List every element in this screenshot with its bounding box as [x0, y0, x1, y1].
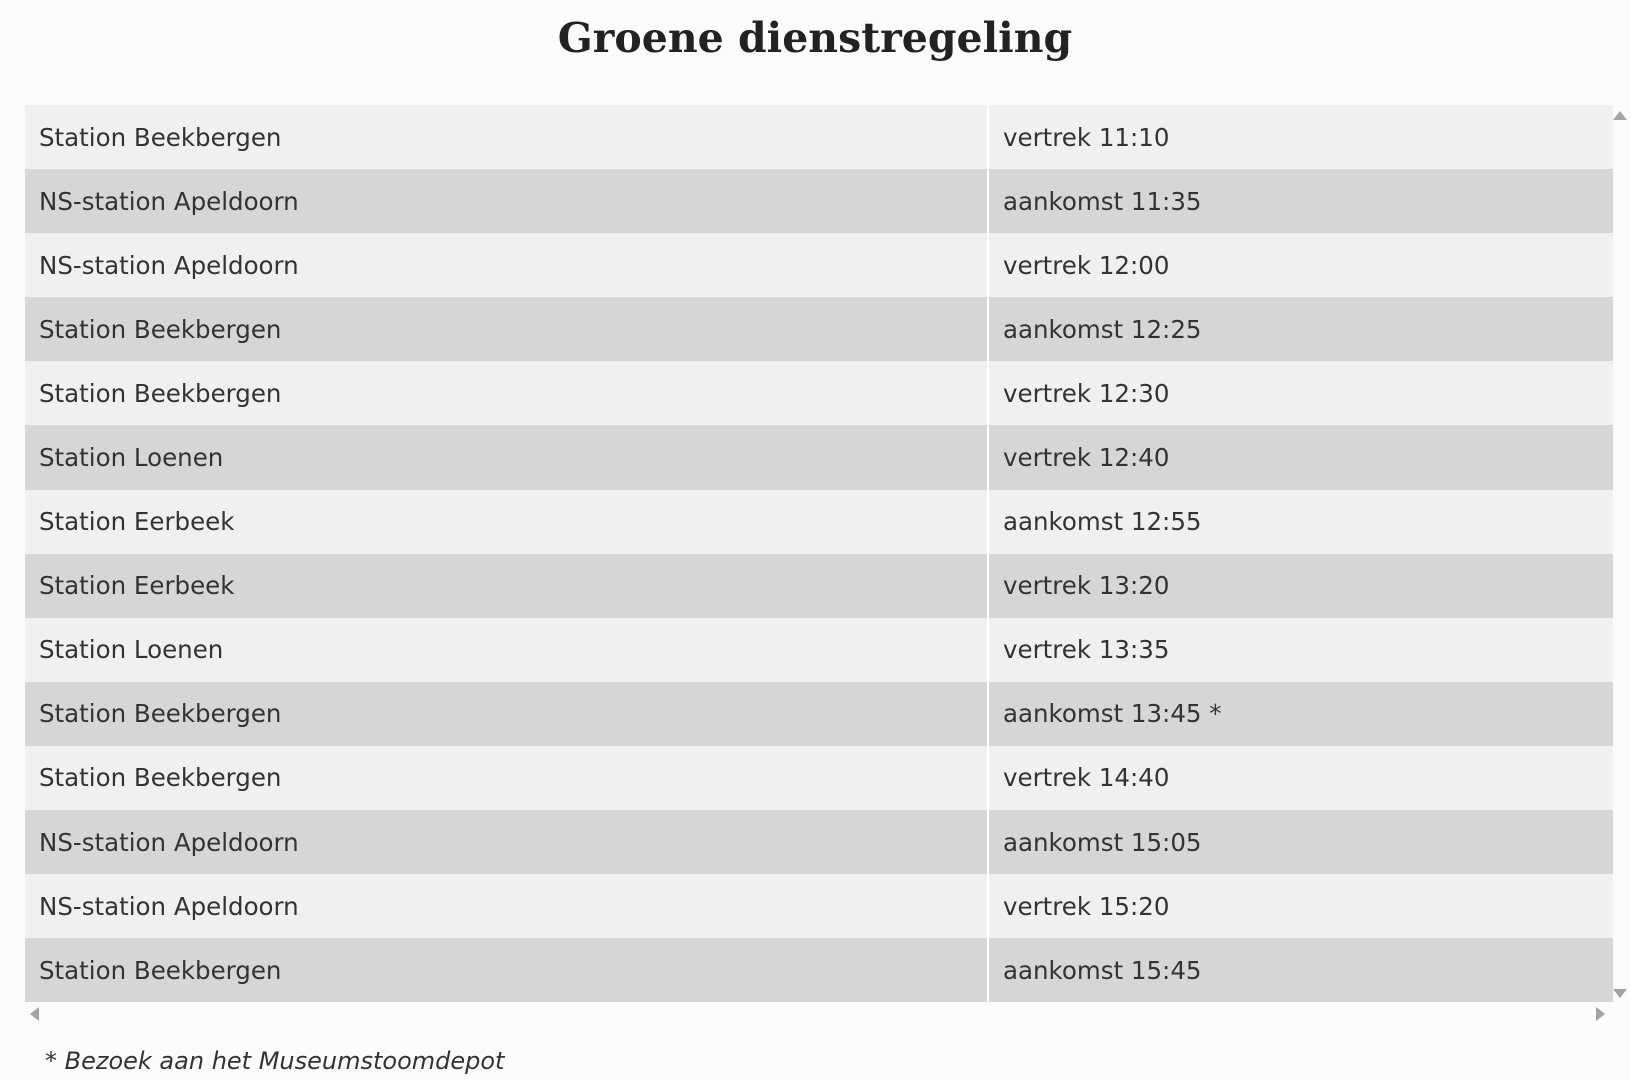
- table-row: Station Beekbergen aankomst 15:45: [25, 938, 1613, 1003]
- scroll-left-arrow-icon[interactable]: [30, 1007, 39, 1021]
- station-cell: NS-station Apeldoorn: [25, 233, 989, 298]
- table-row: Station Beekbergen vertrek 12:30: [25, 361, 1613, 426]
- time-cell: vertrek 13:20: [988, 553, 1613, 618]
- footnote: * Bezoek aan het Museumstoomdepot: [45, 1047, 505, 1075]
- station-cell: Station Beekbergen: [25, 745, 989, 811]
- table-row: NS-station Apeldoorn vertrek 15:20: [25, 874, 1613, 939]
- table-row: Station Beekbergen aankomst 13:45 *: [25, 681, 1613, 746]
- time-cell: aankomst 11:35: [988, 169, 1613, 234]
- station-cell: Station Eerbeek: [25, 553, 989, 618]
- time-cell: aankomst 12:25: [988, 297, 1613, 362]
- table-row: Station Beekbergen aankomst 12:25: [25, 297, 1613, 362]
- table-row: Station Beekbergen vertrek 14:40: [25, 745, 1613, 811]
- time-cell: vertrek 14:40: [988, 745, 1613, 811]
- scroll-right-arrow-icon[interactable]: [1596, 1007, 1605, 1021]
- time-cell: vertrek 15:20: [988, 874, 1613, 939]
- timetable-body: Station Beekbergen vertrek 11:10 NS-stat…: [25, 105, 1613, 1003]
- timetable-table: Station Beekbergen vertrek 11:10 NS-stat…: [25, 105, 1613, 1003]
- station-cell: Station Loenen: [25, 617, 989, 682]
- table-row: NS-station Apeldoorn vertrek 12:00: [25, 233, 1613, 298]
- time-cell: aankomst 15:05: [988, 810, 1613, 875]
- table-row: Station Eerbeek aankomst 12:55: [25, 489, 1613, 554]
- table-row: NS-station Apeldoorn aankomst 15:05: [25, 810, 1613, 875]
- time-cell: aankomst 13:45 *: [988, 681, 1613, 746]
- station-cell: Station Loenen: [25, 425, 989, 490]
- station-cell: NS-station Apeldoorn: [25, 169, 989, 234]
- time-cell: vertrek 11:10: [988, 105, 1613, 170]
- station-cell: Station Beekbergen: [25, 361, 989, 426]
- table-row: NS-station Apeldoorn aankomst 11:35: [25, 169, 1613, 234]
- time-cell: vertrek 13:35: [988, 617, 1613, 682]
- table-row: Station Loenen vertrek 13:35: [25, 617, 1613, 682]
- table-row: Station Eerbeek vertrek 13:20: [25, 553, 1613, 618]
- time-cell: aankomst 15:45: [988, 938, 1613, 1003]
- station-cell: Station Beekbergen: [25, 297, 989, 362]
- station-cell: Station Beekbergen: [25, 681, 989, 746]
- station-cell: NS-station Apeldoorn: [25, 874, 989, 939]
- table-row: Station Loenen vertrek 12:40: [25, 425, 1613, 490]
- timetable-scroll-container[interactable]: Station Beekbergen vertrek 11:10 NS-stat…: [25, 105, 1613, 1003]
- time-cell: vertrek 12:00: [988, 233, 1613, 298]
- scroll-up-arrow-icon[interactable]: [1613, 111, 1627, 120]
- station-cell: NS-station Apeldoorn: [25, 810, 989, 875]
- page-title: Groene dienstregeling: [557, 14, 1073, 62]
- scroll-down-arrow-icon[interactable]: [1613, 989, 1627, 998]
- station-cell: Station Eerbeek: [25, 489, 989, 554]
- table-row: Station Beekbergen vertrek 11:10: [25, 105, 1613, 170]
- time-cell: vertrek 12:30: [988, 361, 1613, 426]
- station-cell: Station Beekbergen: [25, 105, 989, 170]
- time-cell: vertrek 12:40: [988, 425, 1613, 490]
- time-cell: aankomst 12:55: [988, 489, 1613, 554]
- station-cell: Station Beekbergen: [25, 938, 989, 1003]
